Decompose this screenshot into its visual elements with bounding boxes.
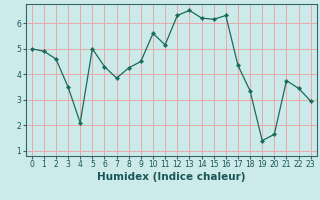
X-axis label: Humidex (Indice chaleur): Humidex (Indice chaleur)	[97, 172, 245, 182]
